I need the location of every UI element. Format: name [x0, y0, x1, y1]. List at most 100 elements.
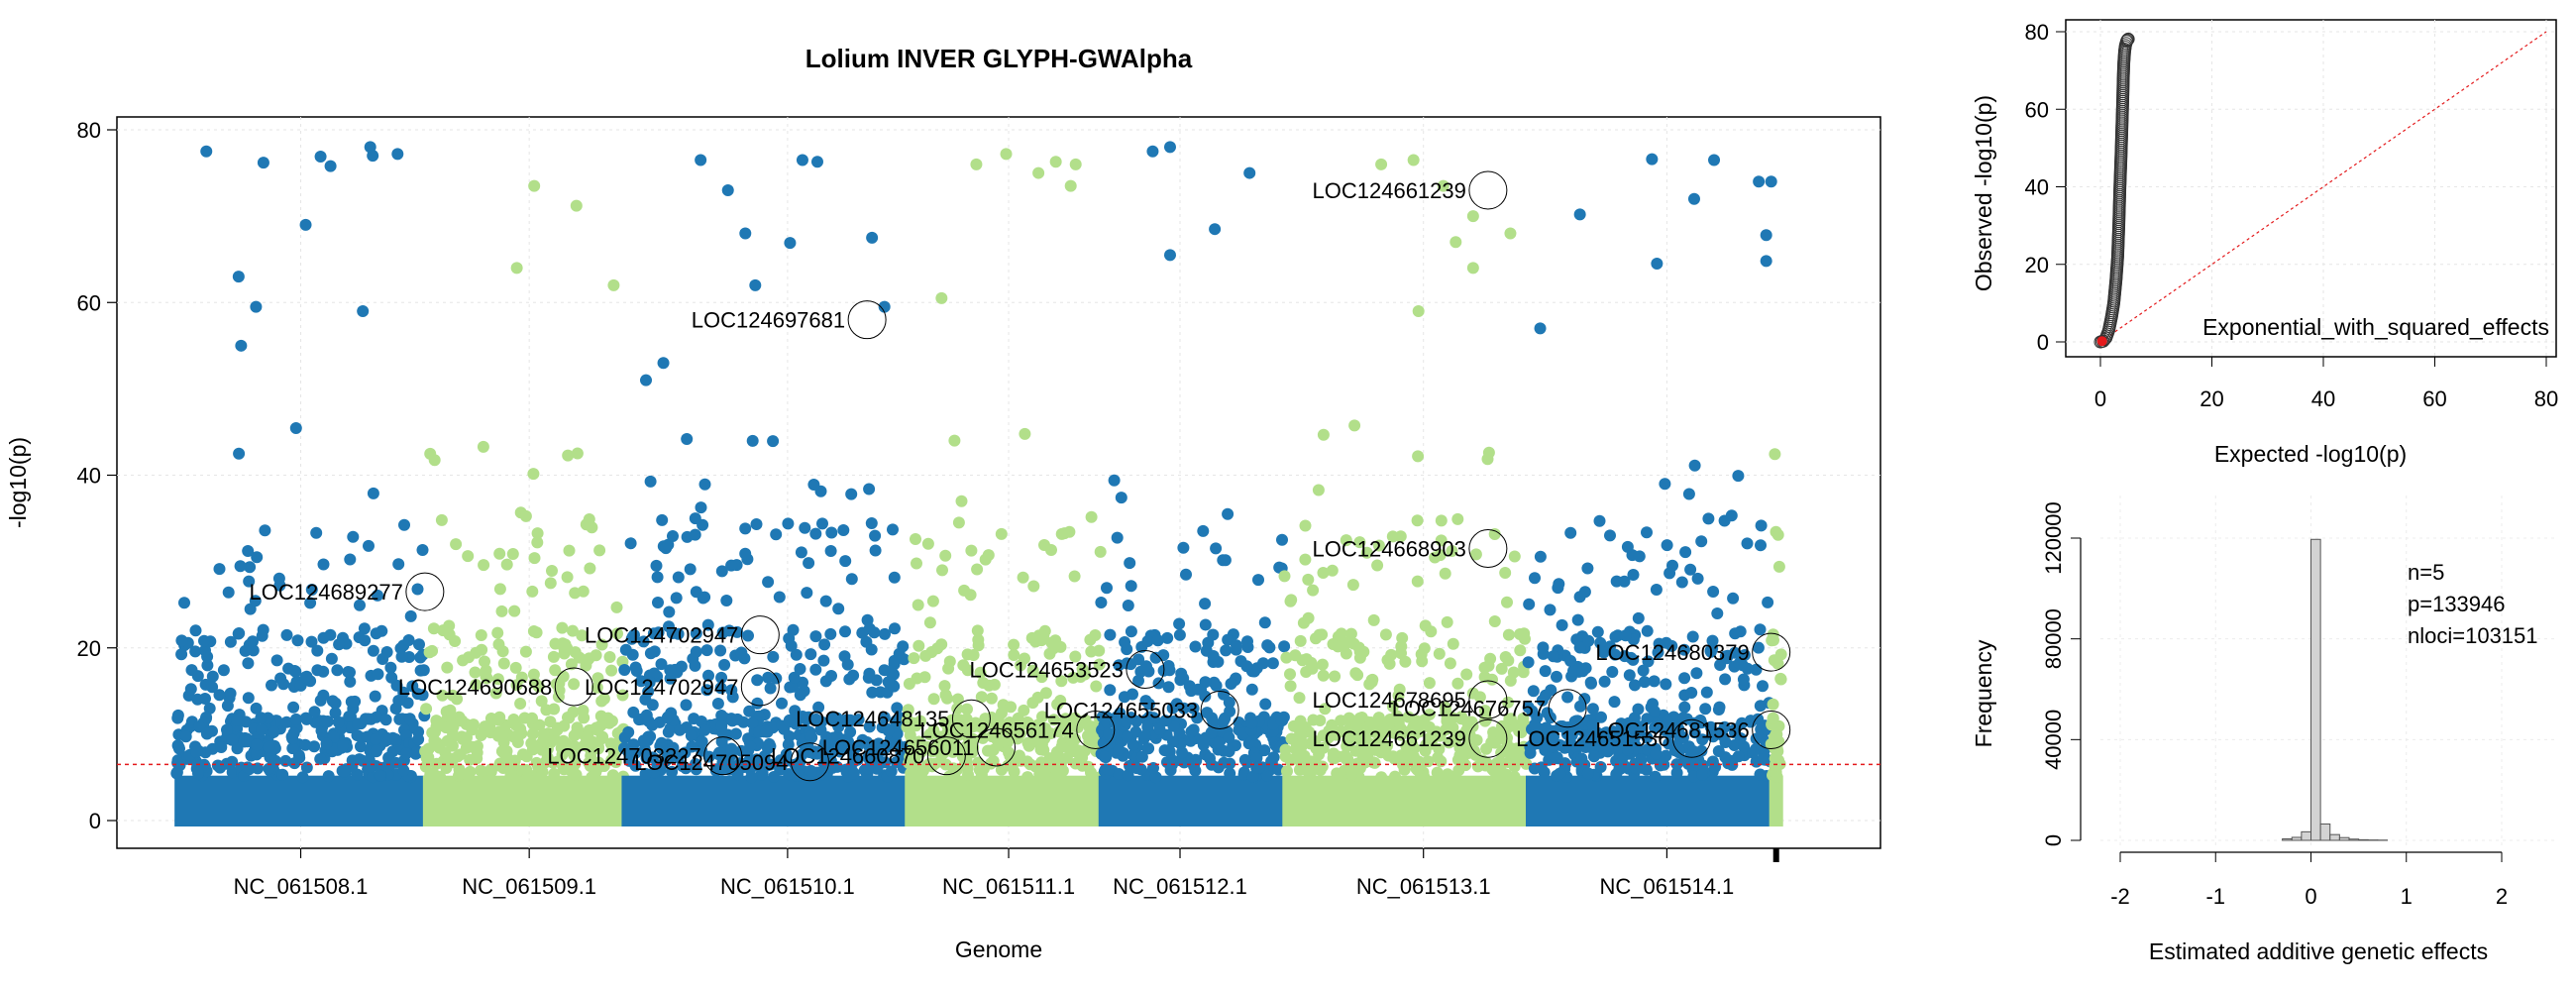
- data-point: [764, 682, 777, 695]
- data-point: [936, 564, 948, 577]
- data-point: [1478, 671, 1491, 684]
- data-point: [1618, 759, 1631, 772]
- data-point: [750, 518, 763, 530]
- data-point: [226, 733, 239, 746]
- data-point: [235, 339, 248, 352]
- data-point: [1649, 721, 1662, 734]
- data-point: [869, 544, 882, 557]
- data-point: [1672, 743, 1685, 756]
- data-point: [1754, 623, 1767, 636]
- data-point: [680, 699, 693, 712]
- data-point: [1685, 687, 1698, 699]
- data-point: [672, 571, 685, 584]
- data-point: [217, 664, 230, 677]
- data-point: [1400, 739, 1413, 752]
- data-point: [917, 764, 929, 777]
- data-point: [1045, 544, 1057, 556]
- data-point: [311, 644, 324, 657]
- annotation-circle: [1671, 718, 1711, 758]
- data-point: [398, 518, 410, 531]
- data-point: [961, 703, 973, 716]
- data-point: [794, 663, 806, 675]
- data-point: [280, 716, 293, 728]
- point-band: [174, 775, 427, 826]
- data-point: [1064, 179, 1077, 192]
- annotation-label: LOC124648135: [796, 707, 949, 731]
- data-point: [1367, 613, 1380, 626]
- data-point: [593, 544, 606, 557]
- x-tick-label: 1: [2401, 884, 2413, 909]
- data-point: [1062, 741, 1075, 754]
- annotation-circle: [1468, 680, 1508, 719]
- data-point: [1420, 741, 1433, 753]
- data-point: [491, 626, 504, 639]
- data-point: [1219, 554, 1232, 567]
- data-point: [605, 715, 618, 727]
- data-point: [1127, 688, 1138, 701]
- data-point: [893, 647, 906, 660]
- data-point: [1555, 720, 1567, 732]
- data-point: [1449, 236, 1462, 249]
- data-point: [1659, 478, 1671, 491]
- data-point: [544, 577, 557, 590]
- point-band: [621, 775, 910, 826]
- data-point: [1706, 634, 1719, 647]
- data-point: [1479, 759, 1492, 772]
- data-point: [175, 648, 188, 661]
- data-point: [1353, 645, 1366, 658]
- data-point: [1069, 158, 1082, 170]
- data-point: [510, 679, 523, 692]
- data-point: [935, 291, 948, 304]
- data-point: [1125, 580, 1137, 593]
- data-point: [1147, 712, 1160, 724]
- data-point: [948, 434, 961, 447]
- y-tick-label: 80000: [2041, 608, 2066, 669]
- data-point: [1553, 578, 1565, 591]
- data-point: [1383, 657, 1396, 670]
- data-point: [427, 622, 440, 635]
- data-point: [1189, 640, 1202, 653]
- data-point: [731, 625, 743, 638]
- histogram-legend-line: nloci=103151: [2408, 623, 2538, 648]
- data-point: [866, 686, 879, 699]
- data-point: [544, 716, 557, 728]
- data-point: [1633, 550, 1646, 563]
- data-point: [1640, 763, 1653, 776]
- data-point: [1425, 625, 1438, 638]
- data-point: [276, 768, 289, 781]
- data-point: [751, 697, 764, 710]
- data-point: [1772, 735, 1785, 748]
- data-point: [911, 557, 922, 570]
- data-point: [1119, 636, 1131, 648]
- data-point: [1772, 560, 1785, 573]
- data-point: [1099, 750, 1112, 763]
- data-point: [1540, 689, 1552, 702]
- data-point: [1760, 229, 1772, 242]
- annotation-circle: [1548, 689, 1587, 728]
- data-point: [477, 440, 489, 453]
- data-point: [662, 711, 675, 723]
- data-point: [1222, 507, 1234, 520]
- data-point: [333, 638, 346, 651]
- data-point: [824, 627, 837, 640]
- data-point: [689, 659, 701, 672]
- point-band: [905, 775, 1103, 826]
- manhattan-x-axis: NC_061508.1 NC_061509.1 NC_061510.1 NC_0615…: [234, 848, 1779, 899]
- data-point: [1375, 158, 1388, 170]
- data-point: [360, 713, 372, 725]
- data-point: [1713, 726, 1726, 739]
- data-point: [1670, 766, 1683, 779]
- data-point: [1035, 738, 1048, 751]
- data-point: [528, 179, 541, 192]
- data-point: [500, 558, 513, 571]
- data-point: [825, 670, 837, 682]
- data-point: [1141, 635, 1154, 647]
- data-point: [1314, 715, 1327, 726]
- data-point: [1072, 744, 1085, 757]
- data-point: [1192, 683, 1205, 696]
- data-point: [837, 524, 850, 536]
- data-point: [392, 558, 405, 571]
- histogram-bar: [2348, 838, 2360, 841]
- data-point: [514, 698, 527, 710]
- data-point: [1732, 750, 1745, 763]
